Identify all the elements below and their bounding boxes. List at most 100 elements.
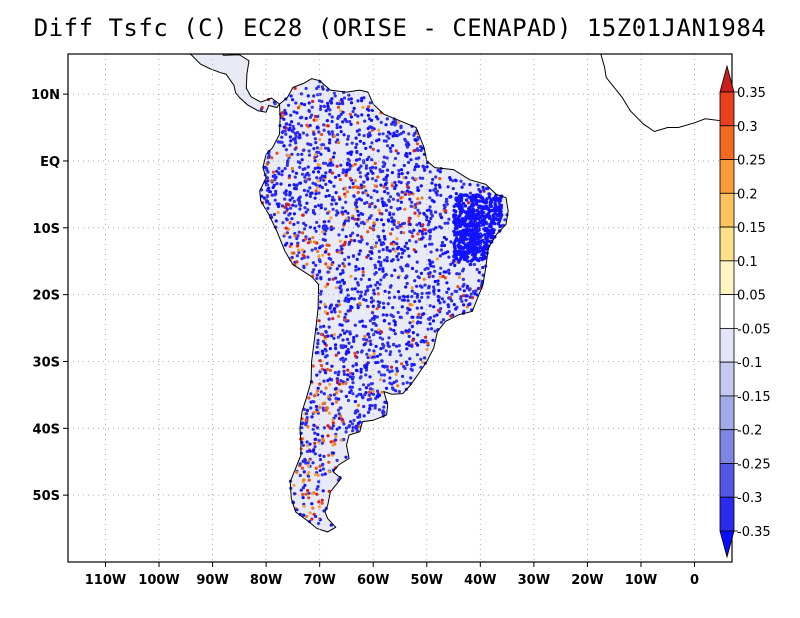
difference-point (349, 238, 353, 242)
difference-point (476, 286, 481, 291)
difference-point (350, 287, 354, 291)
difference-point (399, 132, 403, 136)
difference-point (354, 363, 359, 367)
difference-point (338, 310, 342, 314)
difference-point (289, 206, 293, 210)
difference-point (429, 228, 433, 232)
difference-point (306, 94, 310, 98)
difference-point (379, 183, 383, 187)
difference-point (340, 98, 344, 102)
difference-point (332, 393, 336, 397)
difference-point (388, 195, 393, 199)
difference-point (383, 364, 387, 368)
difference-point (429, 327, 434, 331)
colorbar-segment (719, 91, 735, 127)
difference-point (348, 185, 352, 189)
difference-point (362, 404, 366, 409)
difference-point (472, 231, 477, 236)
difference-point (330, 364, 334, 368)
difference-point (409, 376, 413, 380)
difference-point (302, 221, 306, 225)
difference-point (341, 328, 345, 332)
difference-point (382, 306, 386, 310)
difference-point (324, 171, 328, 175)
difference-point (401, 331, 405, 335)
difference-point (366, 113, 370, 117)
difference-point (413, 211, 417, 215)
difference-point (471, 207, 475, 211)
colorbar-segment (719, 159, 735, 194)
difference-point (448, 176, 452, 180)
difference-point (373, 263, 377, 267)
difference-point (353, 351, 357, 355)
difference-point (339, 284, 343, 288)
difference-point (320, 244, 325, 248)
difference-point (344, 312, 348, 316)
difference-point (402, 295, 406, 299)
difference-point (437, 288, 441, 293)
difference-point (458, 287, 462, 291)
difference-point (276, 211, 280, 215)
difference-point (368, 319, 372, 323)
difference-point (433, 279, 437, 284)
difference-point (350, 141, 354, 145)
difference-point (457, 198, 461, 202)
difference-point (453, 289, 457, 293)
difference-point (334, 343, 338, 347)
difference-point (321, 467, 325, 471)
difference-point (474, 289, 478, 293)
difference-point (317, 99, 322, 103)
difference-point (385, 173, 389, 178)
difference-point (330, 171, 334, 175)
colorbar-label: 0.25 (737, 154, 766, 169)
difference-point (397, 349, 401, 353)
difference-point (260, 106, 264, 110)
difference-point (396, 258, 400, 262)
difference-point (336, 280, 340, 284)
difference-point (335, 391, 339, 395)
difference-point (302, 513, 306, 517)
difference-point (355, 369, 359, 373)
difference-point (375, 218, 379, 222)
difference-point (432, 292, 436, 296)
difference-point (446, 250, 450, 254)
difference-point (366, 253, 370, 258)
difference-point (295, 183, 299, 187)
difference-point (330, 262, 334, 267)
difference-point (454, 307, 458, 311)
difference-point (423, 244, 427, 248)
difference-point (334, 438, 338, 442)
difference-point (355, 222, 359, 226)
difference-point (284, 148, 288, 152)
difference-point (418, 229, 422, 233)
difference-point (364, 166, 368, 170)
difference-point (493, 202, 497, 206)
colorbar-label: -0.1 (737, 356, 762, 371)
difference-point (339, 417, 343, 421)
difference-point (341, 278, 345, 282)
difference-point (297, 250, 301, 255)
difference-point (309, 191, 314, 195)
difference-point (355, 350, 360, 354)
difference-point (339, 130, 343, 134)
difference-point (449, 240, 453, 244)
difference-point (365, 363, 369, 367)
difference-point (306, 474, 311, 478)
x-tick-label: 90W (196, 573, 228, 588)
difference-point (351, 429, 355, 433)
x-tick-label: 20W (571, 573, 603, 588)
difference-point (428, 170, 432, 174)
difference-point (333, 175, 338, 179)
difference-point (384, 349, 388, 353)
difference-point (346, 151, 350, 155)
difference-point (457, 259, 461, 263)
difference-point (468, 262, 472, 267)
difference-point (338, 333, 343, 337)
difference-point (280, 169, 284, 173)
difference-point (401, 382, 405, 386)
difference-point (357, 252, 361, 256)
colorbar-label: -0.2 (737, 424, 762, 439)
difference-point (311, 210, 316, 215)
difference-point (347, 242, 351, 246)
difference-point (304, 86, 308, 91)
